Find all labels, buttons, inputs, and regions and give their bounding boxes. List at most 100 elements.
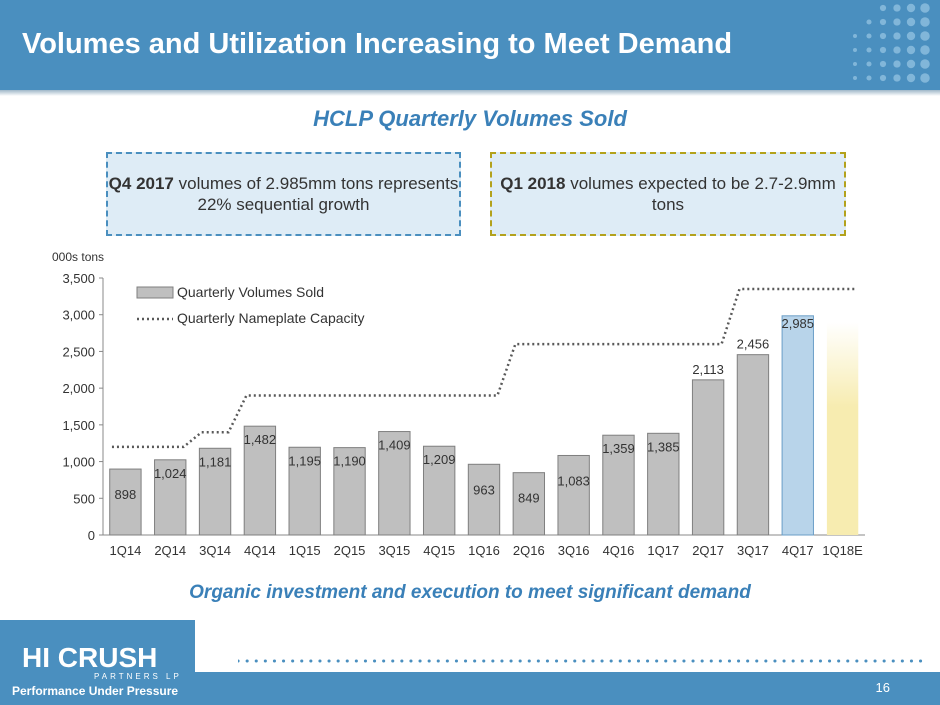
callout-right-bold: Q1 2018 xyxy=(500,174,566,193)
x-tick-label: 1Q14 xyxy=(110,543,142,558)
bar-value-label: 1,195 xyxy=(288,453,321,468)
bar-value-label: 1,024 xyxy=(154,466,187,481)
header-dot xyxy=(879,18,887,26)
x-tick-label: 4Q17 xyxy=(782,543,814,558)
callout-q4-2017: Q4 2017 volumes of 2.985mm tons represen… xyxy=(106,152,461,236)
bar xyxy=(736,354,770,536)
y-tick-label: 0 xyxy=(88,528,95,543)
callout-q1-2018: Q1 2018 volumes expected to be 2.7-2.9mm… xyxy=(490,152,846,236)
bar xyxy=(781,315,814,536)
header-dot xyxy=(879,74,887,82)
legend-swatch-bars xyxy=(136,286,174,299)
bar xyxy=(288,446,321,536)
x-tick-label: 2Q15 xyxy=(334,543,366,558)
header-dot xyxy=(893,4,901,12)
bar xyxy=(422,445,456,536)
bar xyxy=(243,425,277,536)
x-tick-label: 3Q17 xyxy=(737,543,769,558)
x-tick-label: 4Q15 xyxy=(423,543,455,558)
slide-title: Volumes and Utilization Increasing to Me… xyxy=(22,28,733,60)
header-dot xyxy=(906,45,916,55)
bar xyxy=(602,434,635,536)
header-dot xyxy=(853,34,857,38)
header-dot xyxy=(866,19,872,25)
header-bar xyxy=(0,0,940,90)
header-dot xyxy=(879,32,887,40)
header-dot xyxy=(920,3,930,13)
x-tick-label: 4Q16 xyxy=(603,543,635,558)
x-tick-label: 1Q15 xyxy=(289,543,321,558)
header-dot xyxy=(866,33,872,39)
x-tick-label: 2Q17 xyxy=(692,543,724,558)
footnote: Organic investment and execution to meet… xyxy=(189,582,751,603)
header-dot xyxy=(920,45,930,55)
capacity-line xyxy=(111,287,857,449)
header-dot xyxy=(893,32,901,40)
bar xyxy=(557,454,590,536)
legend-label-line: Quarterly Nameplate Capacity xyxy=(177,310,365,326)
bar-value-label: 1,385 xyxy=(647,439,680,454)
x-tick-label: 4Q14 xyxy=(244,543,276,558)
header-dot xyxy=(879,46,887,54)
header-dot xyxy=(853,76,857,80)
logo-band xyxy=(0,620,195,705)
legend-label-bars: Quarterly Volumes Sold xyxy=(177,284,324,300)
bar-value-label: 1,083 xyxy=(557,473,590,488)
footer-dotted-rule xyxy=(238,659,928,663)
bar-value-label: 1,359 xyxy=(602,441,635,456)
bar xyxy=(691,379,725,536)
bar-value-label: 1,482 xyxy=(244,432,277,447)
x-tick-label: 3Q16 xyxy=(558,543,590,558)
header-dot xyxy=(920,59,930,69)
y-tick-label: 3,000 xyxy=(62,308,95,323)
bar xyxy=(109,468,142,536)
bar-value-label: 2,985 xyxy=(781,316,814,331)
callout-left-text: volumes of 2.985mm tons represents 22% s… xyxy=(173,174,459,214)
bar-value-label: 963 xyxy=(473,482,495,497)
header-dot xyxy=(906,73,916,83)
header-dot xyxy=(866,47,872,53)
y-tick-label: 1,000 xyxy=(62,455,95,470)
volumes-bar-chart: 000s tons 0 500 1,000 1,500 2,000 2,500 3,000 3,… xyxy=(52,250,865,558)
callout-right-text: volumes expected to be 2.7-2.9mm tons xyxy=(565,174,836,214)
header-dot xyxy=(893,46,901,54)
bar-value-label: 1,409 xyxy=(378,438,411,453)
bar-value-label: 2,113 xyxy=(692,362,724,377)
y-tick-label: 2,500 xyxy=(62,344,95,359)
bar xyxy=(378,431,411,536)
x-tick-label: 2Q14 xyxy=(154,543,186,558)
y-axis-label: 000s tons xyxy=(52,250,104,264)
header-dot xyxy=(906,3,916,13)
header-dot xyxy=(866,61,872,67)
x-tick-label: 3Q14 xyxy=(199,543,231,558)
chart-subtitle: HCLP Quarterly Volumes Sold xyxy=(313,106,627,131)
bar xyxy=(467,463,501,536)
x-tick-label: 3Q15 xyxy=(378,543,410,558)
bar-value-label: 849 xyxy=(518,491,540,506)
header-dot xyxy=(853,48,857,52)
logo-tagline: Performance Under Pressure xyxy=(12,684,179,698)
y-tick-label: 500 xyxy=(73,491,95,506)
header-dot xyxy=(893,74,901,82)
company-logo: HI CRUSH xyxy=(22,642,158,673)
header-dot xyxy=(920,17,930,27)
bar-estimate xyxy=(826,322,859,535)
x-tick-label: 1Q16 xyxy=(468,543,500,558)
logo-subtext: PARTNERS LP xyxy=(94,672,182,681)
header-dot xyxy=(853,62,857,66)
decorative-dots-icon xyxy=(853,3,930,83)
header-dot xyxy=(879,4,887,12)
footer-strip xyxy=(195,672,940,705)
header-dot xyxy=(866,75,872,81)
x-tick-label: 1Q18E xyxy=(822,543,863,558)
header-dot xyxy=(893,60,901,68)
header-dot xyxy=(920,73,930,83)
bar-value-label: 1,209 xyxy=(423,452,456,467)
page-number: 16 xyxy=(875,680,890,695)
x-tick-label: 2Q16 xyxy=(513,543,545,558)
bar xyxy=(512,472,546,536)
bar-value-label: 1,181 xyxy=(199,454,232,469)
bar-value-label: 1,190 xyxy=(333,454,366,469)
bar-value-label: 898 xyxy=(115,487,137,502)
header-dot xyxy=(893,18,901,26)
